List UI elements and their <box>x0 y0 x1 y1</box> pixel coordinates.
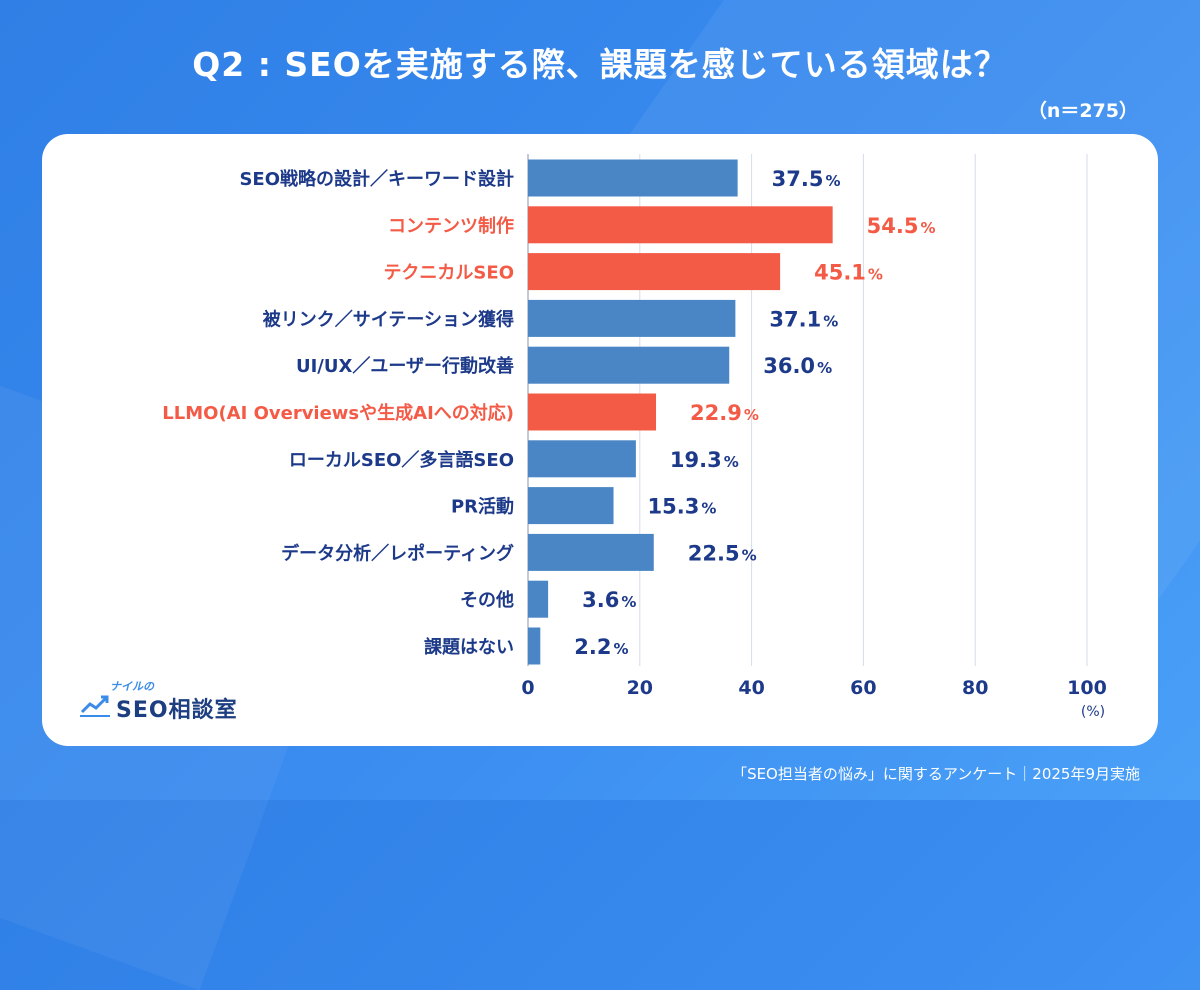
value-label: 15.3% <box>648 495 717 519</box>
category-label: LLMO(AI Overviewsや生成AIへの対応) <box>162 402 514 424</box>
bar <box>528 627 541 665</box>
value-unit: % <box>744 406 759 424</box>
value-label: 2.2% <box>574 635 628 659</box>
bar <box>528 393 657 431</box>
bar <box>528 299 736 337</box>
sample-size: （n＝275） <box>1027 100 1138 122</box>
bar-chart: 0 20 40 60 80 100 (%) SEO戦略の設計／キーワード設計 37.5 % コンテン… <box>162 154 1107 720</box>
category-label: 被リンク／サイテーション獲得 <box>263 308 514 330</box>
value-label: 19.3% <box>670 448 739 472</box>
value-unit: % <box>868 266 883 284</box>
value-label: 36.0% <box>763 354 832 378</box>
bar <box>528 580 549 618</box>
logo: ナイルの SEO相談室 <box>80 678 250 723</box>
value-label: 45.1% <box>814 261 883 285</box>
footer-note: 「SEO担当者の悩み」に関するアンケート｜2025年9月実施 <box>732 765 1140 783</box>
trend-chart-icon <box>80 695 110 717</box>
value-label: 37.1% <box>769 307 838 331</box>
category-label: コンテンツ制作 <box>388 215 514 237</box>
bar <box>528 206 833 244</box>
value-unit: % <box>621 593 636 611</box>
category-label: 課題はない <box>424 636 514 658</box>
value-unit: % <box>701 500 716 518</box>
x-tick-label: 20 <box>627 677 653 699</box>
category-label: PR活動 <box>451 496 514 518</box>
category-label: その他 <box>460 589 514 611</box>
value-unit: % <box>614 640 629 658</box>
x-tick-label: 60 <box>850 677 876 699</box>
value-label: 54.5% <box>867 214 936 238</box>
chart-card: 0 20 40 60 80 100 (%) SEO戦略の設計／キーワード設計 37.5% コンテン… <box>42 134 1158 746</box>
bar <box>528 533 654 571</box>
category-label: UI/UX／ユーザー行動改善 <box>296 355 514 377</box>
x-axis-unit: (%) <box>1081 704 1105 720</box>
bar <box>528 253 781 291</box>
logo-small-text: ナイルの <box>110 680 154 693</box>
x-tick-label: 0 <box>521 677 534 699</box>
x-tick-label: 100 <box>1067 677 1107 699</box>
value-unit: % <box>724 453 739 471</box>
bar <box>528 159 738 197</box>
bar <box>528 440 636 478</box>
category-label: データ分析／レポーティング <box>281 542 514 564</box>
value-unit: % <box>920 219 935 237</box>
value-label: 3.6% <box>582 588 636 612</box>
bar <box>528 487 614 525</box>
value-label: 22.5% <box>688 541 757 565</box>
chart-title: Q2 : SEOを実施する際、課題を感じている領域は？ <box>192 45 1008 84</box>
value-unit: % <box>817 359 832 377</box>
category-label: ローカルSEO／多言語SEO <box>289 449 514 471</box>
logo-main-text: SEO相談室 <box>116 698 238 723</box>
x-tick-label: 40 <box>738 677 764 699</box>
value-unit: % <box>825 172 840 190</box>
category-label: テクニカルSEO <box>383 263 514 284</box>
x-tick-label: 80 <box>962 677 988 699</box>
value-unit: % <box>742 546 757 564</box>
value-unit: % <box>823 312 838 330</box>
category-label: SEO戦略の設計／キーワード設計 <box>239 168 514 190</box>
bar <box>528 346 730 384</box>
value-label: 37.5% <box>772 167 841 191</box>
value-label: 22.9% <box>690 401 759 425</box>
